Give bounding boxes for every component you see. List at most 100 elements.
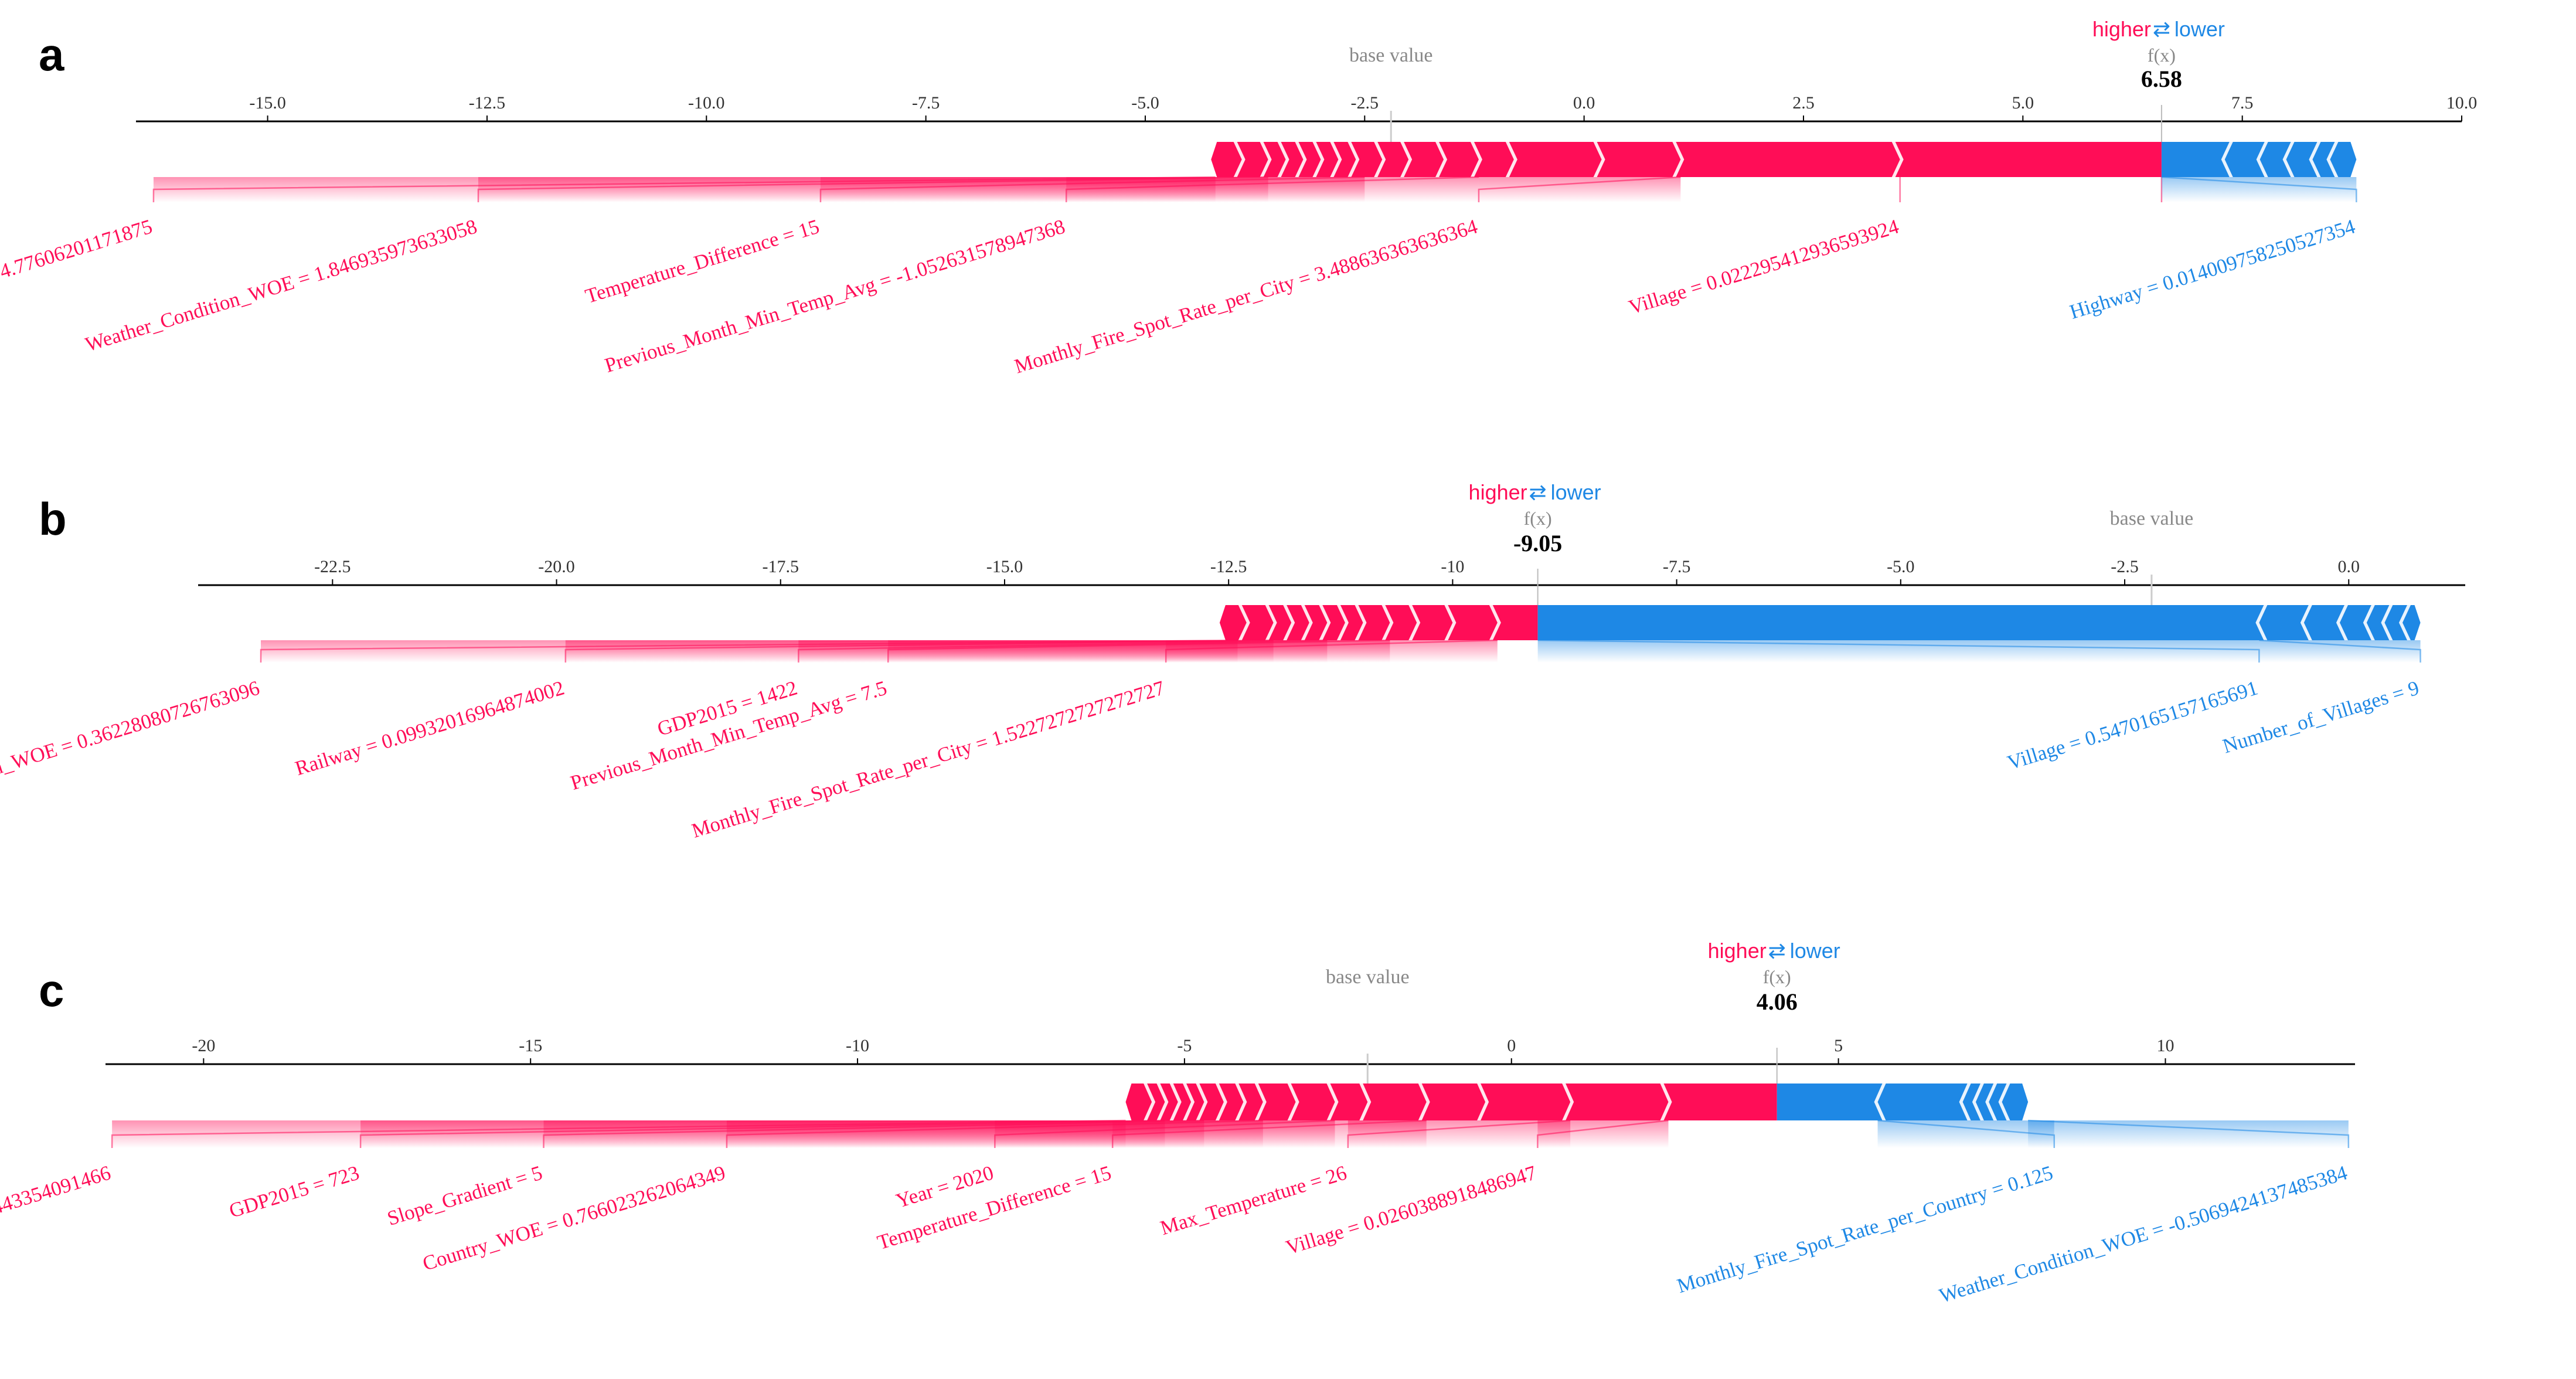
negative-feature-connector <box>2161 176 2357 202</box>
negative-chevron <box>2326 142 2339 177</box>
positive-chevron <box>1215 1084 1227 1120</box>
positive-chevron <box>1435 142 1448 177</box>
positive-chevron <box>1381 605 1394 640</box>
tick-label: -15 <box>519 1036 542 1055</box>
positive-feature-connector <box>1111 1119 1427 1148</box>
positive-chevron <box>1330 142 1342 177</box>
tick-label: -12.5 <box>469 93 506 113</box>
fx-label: f(x) <box>1763 966 1791 987</box>
negative-feature-shade <box>2028 1120 2349 1148</box>
positive-chevron <box>1400 142 1413 177</box>
positive-feature-shade <box>1166 640 1498 663</box>
positive-chevron <box>1347 142 1360 177</box>
legend-higher: higher <box>1708 939 1767 963</box>
negative-chevron <box>1985 1084 1997 1120</box>
tick-label: -20 <box>192 1036 215 1055</box>
positive-chevron <box>1254 1084 1267 1120</box>
tick-label: -2.5 <box>1351 93 1379 113</box>
negative-chevron <box>2363 605 2375 640</box>
fx-value: 6.58 <box>2141 66 2182 92</box>
tick-label: -2.5 <box>2111 557 2139 576</box>
legend-lower: lower <box>1551 480 1601 504</box>
tick-label: -12.5 <box>1210 557 1247 576</box>
tick-label: -5 <box>1177 1036 1192 1055</box>
positive-feature-shade <box>1478 177 1681 202</box>
positive-chevron <box>1562 1084 1574 1120</box>
positive-chevron <box>1312 142 1325 177</box>
tick-label: -7.5 <box>1663 557 1691 576</box>
negative-chevron <box>2255 605 2268 640</box>
fx-label: f(x) <box>2148 45 2176 66</box>
positive-chevron <box>1408 605 1421 640</box>
positive-feature-shade <box>1347 1120 1571 1148</box>
fx-label: f(x) <box>1524 508 1552 529</box>
legend-higher: higher <box>2092 17 2151 41</box>
positive-chevron <box>1418 1084 1430 1120</box>
positive-feature-connector <box>1165 639 1498 663</box>
positive-chevron <box>1283 605 1295 640</box>
positive-chevron <box>1265 605 1277 640</box>
positive-feature-connector <box>1065 176 1479 202</box>
tick-label: -20.0 <box>538 557 575 576</box>
legend-lower: lower <box>2175 17 2225 41</box>
positive-feature-label: GDP2015 = 723 <box>226 1161 362 1222</box>
positive-feature-shade <box>1066 177 1479 202</box>
negative-force-bar <box>1537 605 2421 640</box>
fx-value: -9.05 <box>1513 530 1562 556</box>
positive-chevron <box>1156 1084 1169 1120</box>
positive-chevron <box>1295 142 1307 177</box>
tick-label: -5.0 <box>1887 557 1915 576</box>
tick-label: -15.0 <box>986 557 1023 576</box>
tick-label: 7.5 <box>2231 93 2254 113</box>
positive-chevron <box>1489 605 1501 640</box>
legend-arrow-icon: ⇄ <box>1768 939 1786 963</box>
force-plot-panel-c: c -20 -15 -10 -5 0 5 10 base value f(x)4.06 higher… <box>0 939 2355 1307</box>
negative-chevron <box>1874 1084 1886 1120</box>
positive-feature-label: Slope_Gradient = 5 <box>384 1161 545 1230</box>
positive-chevron <box>1444 605 1457 640</box>
positive-chevron <box>1183 1084 1195 1120</box>
tick-label: -15.0 <box>249 93 286 113</box>
positive-feature-label: Railway = 0.039711443354091466 <box>0 1161 113 1268</box>
positive-chevron <box>1359 1084 1372 1120</box>
negative-chevron <box>2282 142 2295 177</box>
negative-chevron <box>2300 605 2312 640</box>
negative-feature-shade <box>2161 177 2357 202</box>
tick-label: -7.5 <box>912 93 940 113</box>
negative-feature-label: Village = 0.5470165157165691 <box>2005 676 2260 774</box>
panel-letter: a <box>39 29 64 80</box>
positive-feature-label: Village = 0.022295412936593924 <box>1626 215 1901 318</box>
positive-force-bar <box>1219 605 1538 640</box>
legend-higher: higher <box>1469 480 1527 504</box>
positive-chevron <box>1470 142 1482 177</box>
legend-lower: lower <box>1790 939 1840 963</box>
negative-chevron <box>1972 1084 1984 1120</box>
positive-chevron <box>1477 1084 1489 1120</box>
tick-label: 2.5 <box>1792 93 1815 113</box>
positive-feature-label: Country_WOE = 0.766023262064349 <box>420 1161 728 1275</box>
positive-chevron <box>1235 1084 1247 1120</box>
negative-feature-shade <box>1537 640 2259 663</box>
negative-chevron <box>2336 605 2348 640</box>
positive-chevron <box>1144 1084 1156 1120</box>
positive-feature-shade <box>1537 1120 1669 1148</box>
tick-label: -5.0 <box>1131 93 1159 113</box>
positive-feature-connector <box>1347 1119 1571 1148</box>
positive-feature-label: Temperature_Difference = 15 <box>583 215 822 308</box>
negative-chevron <box>2309 142 2321 177</box>
negative-feature-shade <box>1877 1120 2054 1148</box>
positive-chevron <box>1277 142 1289 177</box>
tick-label: 0 <box>1507 1036 1516 1055</box>
positive-chevron <box>1196 1084 1208 1120</box>
positive-chevron <box>1233 142 1246 177</box>
tick-label: -17.5 <box>763 557 799 576</box>
force-plot-panel-b: b -22.5 -20.0 -17.5 -15.0 -12.5 -10 -7.5 -5.0 -2.… <box>0 480 2465 843</box>
tick-label: 0.0 <box>1573 93 1595 113</box>
positive-chevron <box>1336 605 1349 640</box>
force-plot-panel-a: a -15.0 -12.5 -10.0 -7.5 -5.0 -2.5 0.0 2.5 5.0 7.5… <box>0 17 2477 378</box>
tick-label: -10 <box>846 1036 869 1055</box>
positive-chevron <box>1260 142 1272 177</box>
positive-feature-label: Monthly_Fire_Spot_Rate_per_City = 3.4886… <box>1012 215 1480 378</box>
tick-label: -22.5 <box>314 557 351 576</box>
